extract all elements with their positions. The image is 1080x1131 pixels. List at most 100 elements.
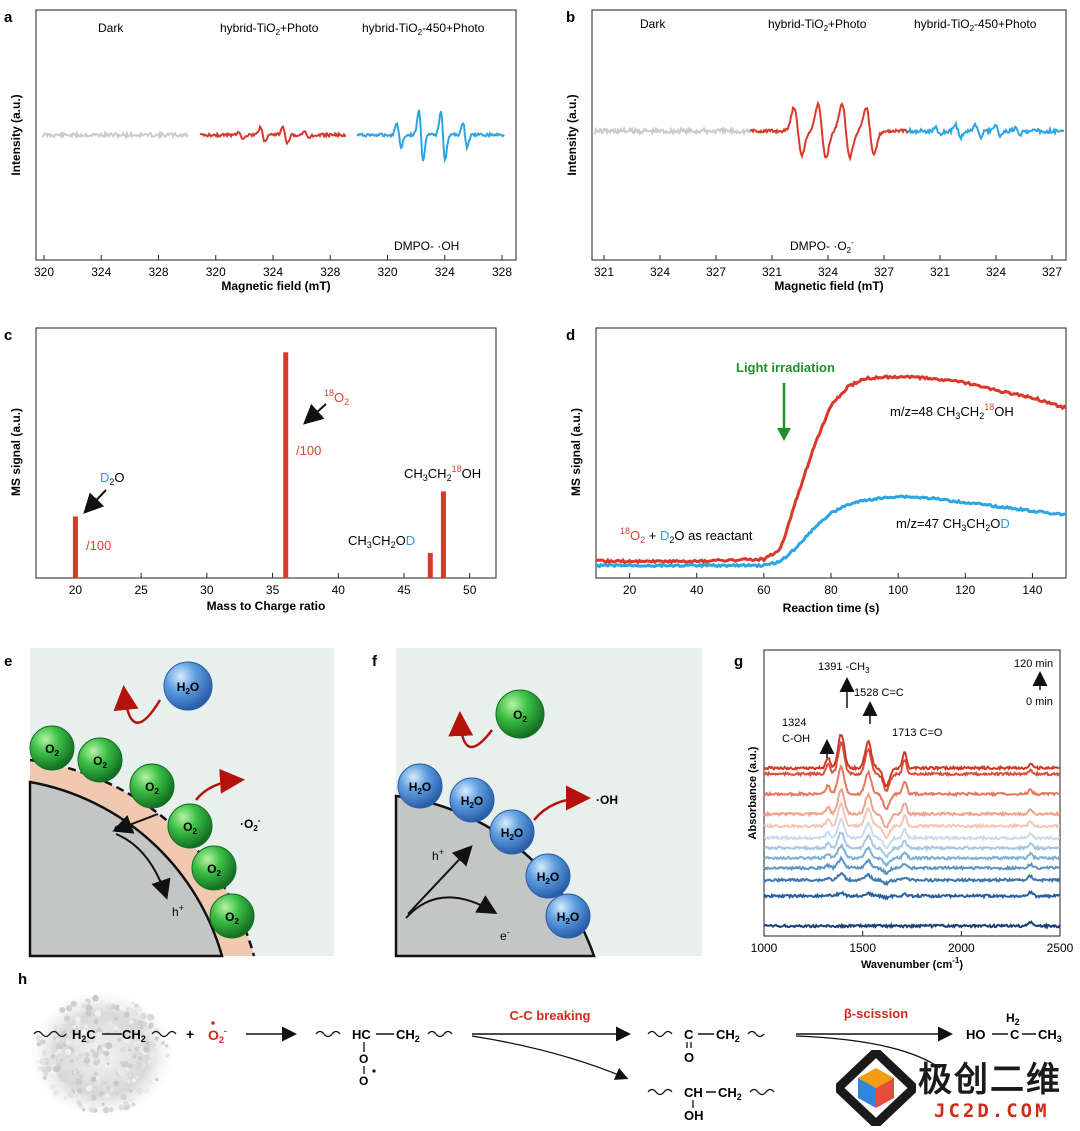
panel-h-bead-38 (113, 1080, 119, 1087)
panel-h-bead-214 (40, 1039, 46, 1045)
panel-e-o2-sphere-4 (191, 845, 237, 891)
panel-h-species-2a: HC (352, 1027, 371, 1042)
panel-f-arrow-h (407, 845, 473, 915)
panel-h-bead-254 (105, 1004, 111, 1010)
panel-a-trace-dark (41, 129, 189, 141)
panel-h-bead-64 (113, 1016, 118, 1021)
panel-h-bead-242 (95, 1076, 101, 1081)
panel-h-bead-196 (124, 1011, 130, 1018)
panel-h-bead-133 (79, 1074, 83, 1079)
panel-h-bead-172 (85, 1010, 92, 1017)
panel-h-bead-250 (135, 1040, 141, 1047)
panel-g-spectrum-8 (763, 787, 1061, 829)
panel-h-bead-74 (41, 1068, 46, 1073)
panel-e-arrow-radical (195, 768, 245, 801)
panel-h-bead-145 (103, 1050, 110, 1057)
panel-a-frame (35, 9, 517, 261)
panel-a-label-dark: Dark (98, 21, 124, 35)
panel-h-bead-116 (82, 1108, 86, 1112)
panel-b-tick-label-1: 324 (650, 265, 670, 279)
panel-h-species-2b: CH2 (396, 1027, 420, 1044)
panel-h-bead-256 (97, 1048, 103, 1054)
panel-h-bead-201 (68, 1058, 74, 1064)
panel-b-trace-hybrid450 (907, 120, 1064, 142)
panel-e-o2-molecules: O2 O2 O2 O2 O2 O2 (29, 725, 255, 939)
panel-c-bar-47 (427, 552, 433, 578)
panel-h-bead-52 (120, 1093, 127, 1101)
panel-c-ylabel: MS signal (a.u.) (9, 408, 23, 496)
panel-h-species-3-o: O (684, 1050, 694, 1065)
panel-f-arrow-o2 (448, 711, 493, 749)
panel-d-tick-label-1: 40 (690, 583, 704, 597)
panel-h-bead-247 (118, 1104, 125, 1111)
panel-h-bead-17 (97, 1080, 102, 1084)
panel-h-species-3b: CH2 (716, 1027, 740, 1044)
panel-h-wave-3a (647, 1030, 673, 1038)
panel-d-tick-label-0: 20 (623, 583, 637, 597)
panel-h-bead-78 (74, 1057, 79, 1062)
panel-h-bead-246 (123, 1100, 129, 1107)
panel-b-tick-label-3: 321 (762, 265, 782, 279)
panel-f-h2o-molecules: H2O H2O H2O H2O H2O (397, 763, 591, 939)
panel-e-h-label: h+ (172, 903, 184, 919)
panel-g-ann-1391: 1391 -CH3 (818, 661, 870, 675)
panel-h-bead-131 (156, 1066, 161, 1070)
panel-h-arrow-2-branch (471, 1035, 629, 1080)
panel-h-bead-170 (128, 1019, 134, 1025)
panel-h-wave-2a (315, 1030, 341, 1038)
watermark-logo-icon (836, 1050, 916, 1126)
panel-h-bead-119 (147, 1059, 154, 1065)
panel-h-bead-35 (44, 1065, 52, 1073)
panel-h-bead-227 (114, 1026, 118, 1030)
panel-h-bead-39 (61, 1063, 68, 1071)
panel-h-bead-217 (101, 1102, 105, 1106)
panel-g-ann-1528: 1528 C=C (854, 687, 904, 699)
panel-e-o2-sphere-1 (77, 737, 123, 783)
panel-h-bead-122 (41, 1049, 48, 1056)
panel-c-tick-label-3: 35 (266, 583, 280, 597)
panel-h-bead-218 (126, 1095, 133, 1102)
panel-b-label-hybrid: hybrid-TiO2+Photo (768, 17, 867, 33)
panel-g-tick-label-3: 2500 (1047, 941, 1074, 955)
panel-h-bead-89 (132, 1054, 137, 1059)
panel-c-ann-div1: /100 (86, 538, 111, 553)
panel-h-bead-237 (123, 1036, 130, 1043)
panel-h-bead-texture (35, 995, 170, 1114)
panel-f-letter: f (372, 653, 378, 670)
panel-h-bead-80 (54, 1027, 58, 1032)
panel-h-bead-229 (90, 1102, 97, 1109)
panel-h-bead-253 (117, 1037, 122, 1042)
panel-g-ylabel: Absorbance (a.u.) (747, 746, 759, 839)
panel-a-tick-label-6: 320 (377, 265, 397, 279)
panel-g-xticks: 1000 1500 2000 2500 (751, 931, 1074, 955)
panel-h-species-1: H2C (72, 1027, 96, 1044)
panel-h-bead-100 (135, 1075, 140, 1080)
panel-g-spectrum-4 (763, 842, 1061, 867)
panel-h-bead-111 (165, 1053, 170, 1058)
panel-e-o2-label-0: O2 (45, 742, 59, 758)
panel-h-bead-180 (86, 1095, 92, 1101)
panel-c-ann-ethanol-18: CH3CH218OH (404, 464, 481, 483)
panel-b-frame (591, 9, 1067, 261)
panel-a-tick-label-4: 324 (263, 265, 283, 279)
panel-h-bead-158 (66, 1006, 70, 1011)
panel-h-species-4b: CH2 (718, 1085, 742, 1102)
panel-f-arrow-oh (533, 785, 591, 821)
panel-b-trace-hybrid (749, 100, 909, 162)
panel-h-bead-150 (52, 1059, 57, 1064)
panel-g-ann-1324: 1324 (782, 717, 806, 729)
panel-a-letter: a (4, 9, 13, 26)
panel-h-bead-236 (126, 1079, 131, 1084)
panel-h-wave-2b (427, 1030, 453, 1038)
panel-d-arrowhead-light (777, 428, 791, 441)
panel-g-spectrum-11 (763, 734, 1061, 789)
panel-h-bead-105 (157, 1040, 162, 1046)
panel-h-bead-68 (90, 1094, 97, 1101)
panel-h-bead-123 (161, 1041, 166, 1046)
panel-g-letter: g (734, 653, 743, 670)
panel-f-oh-label: ·OH (596, 793, 618, 807)
panel-a-tick-label-1: 324 (91, 265, 111, 279)
panel-h-wave-4b (749, 1088, 775, 1096)
panel-f-o2-label: O2 (513, 708, 527, 724)
panel-h-bead-8 (131, 1102, 136, 1107)
